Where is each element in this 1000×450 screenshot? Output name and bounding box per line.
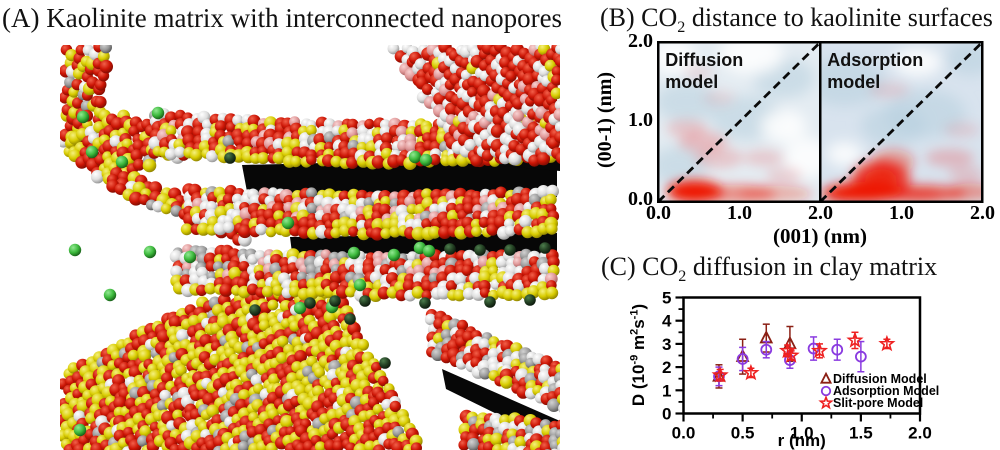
panel-b-xtick: 1.0 [889, 202, 914, 224]
panel-c-xtick: 2.0 [908, 424, 932, 443]
panel-c-frame [682, 296, 922, 415]
co2-molecules [68, 106, 551, 437]
panel-b-ytick: 0.0 [628, 188, 653, 210]
panel-b-x-axis-label: (001) (nm) [773, 224, 867, 248]
heatmap-panel-label: Diffusion [665, 50, 743, 70]
heatmap-frame-1 [819, 41, 984, 203]
series-star [711, 331, 896, 383]
panel-b-xtick: 0.0 [646, 202, 671, 224]
panel-b-xtick: 2.0 [808, 202, 833, 224]
panel-b-ytick: 2.0 [628, 30, 653, 52]
panel-a-title-text: (A) Kaolinite matrix with interconnected… [2, 3, 563, 33]
panel-c-ytick: 3 [662, 335, 671, 354]
legend-label: Slit-pore Model [833, 396, 923, 410]
panel-c-xtick: 0.5 [731, 424, 755, 443]
heatmap-panel-label: Adsorption [827, 50, 923, 70]
panel-a-title: (A) Kaolinite matrix with interconnected… [2, 3, 562, 34]
legend-label: Diffusion Model [833, 372, 927, 386]
panel-c-xtick: 1.0 [790, 424, 814, 443]
panel-c-ytick: 5 [662, 290, 671, 308]
panel-c-ytick: 2 [662, 358, 671, 377]
legend-label: Adsorption Model [833, 384, 939, 398]
panel-c-xtick: 0.0 [672, 424, 696, 443]
panel-b-ytick: 1.0 [628, 109, 653, 131]
co2-diffusion-scatter-chart: 0 1 2 3 4 5 0.0 0.5 1.0 1.5 2.0 r (nm) Diffusion Mod… [662, 290, 939, 450]
panel-c-ytick: 0 [662, 405, 671, 424]
panel-c-ytick: 1 [662, 381, 671, 400]
heatmap-panel-label: model [665, 72, 718, 92]
panel-b-title: (B) CO2 distance to kaolinite surfaces [600, 3, 993, 37]
panel-b-xtick: 1.0 [727, 202, 752, 224]
panel-b-xtick: 2.0 [970, 202, 995, 224]
panel-c-x-axis-label: r (nm) [778, 431, 826, 450]
heatmap-panel-label: model [827, 72, 880, 92]
panel-c-title: (C) CO2 diffusion in clay matrix [601, 252, 938, 286]
molecular-snapshot-image [60, 45, 560, 450]
panel-c-xtick: 1.5 [849, 424, 873, 443]
panel-c-ytick: 4 [662, 312, 672, 331]
panel-c-y-axis-label: D (10-9 m2s-1) [628, 303, 649, 407]
